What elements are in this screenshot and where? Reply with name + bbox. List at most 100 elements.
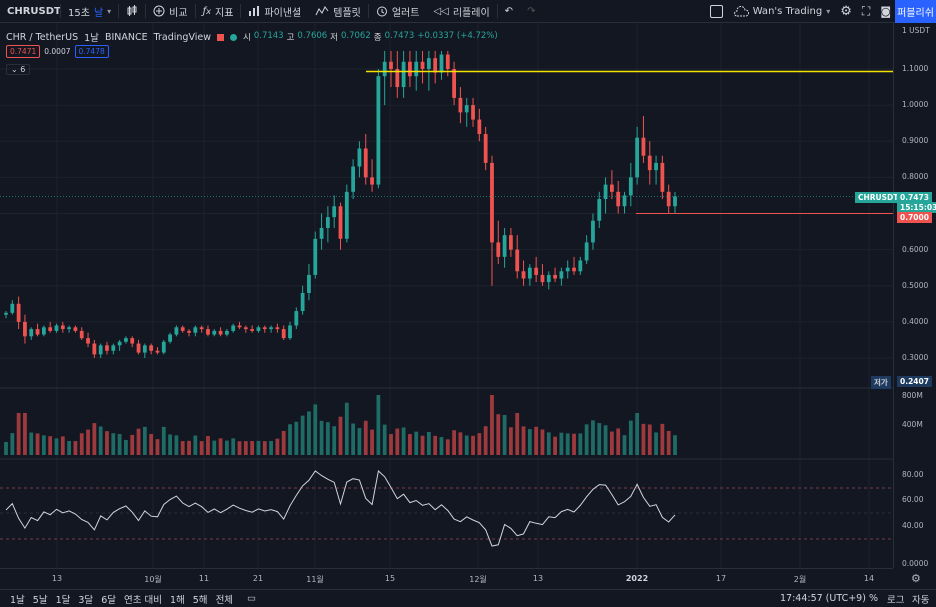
log-toggle[interactable]: 로그 bbox=[887, 594, 905, 606]
candle-body bbox=[256, 327, 261, 331]
volume-bar bbox=[41, 435, 46, 455]
candle-body bbox=[98, 345, 103, 355]
price-tick-label: 0.9000 bbox=[902, 136, 929, 146]
top-toolbar: CHRUSDT 15초 날 ▾ 비교 ƒx 지표 파이낸셜 템플릿 얼러트 ◁◁… bbox=[0, 0, 936, 23]
volume-tick-label: 400M bbox=[902, 420, 923, 429]
candle-body bbox=[591, 220, 595, 243]
candle-body bbox=[174, 327, 179, 335]
camera-icon[interactable]: ◙ bbox=[880, 5, 891, 18]
flag-icon[interactable] bbox=[217, 33, 225, 41]
volume-bar bbox=[351, 423, 356, 455]
volume-bar bbox=[117, 433, 122, 455]
candle-body bbox=[401, 61, 406, 88]
volume-bar bbox=[540, 429, 545, 455]
price-axis[interactable]: 1 USDT 1.1000 1.0000 0.9000 0.8000 0.7000 0.6… bbox=[893, 23, 936, 568]
price-tick-label: 0.6000 bbox=[902, 244, 929, 254]
rsi-tick-label: 80.00 bbox=[902, 470, 924, 479]
volume-bar bbox=[382, 424, 387, 455]
main-chart[interactable] bbox=[0, 23, 893, 568]
volume-bar bbox=[98, 426, 103, 455]
volume-bar bbox=[218, 438, 223, 455]
range-button[interactable]: 1해 bbox=[169, 594, 185, 606]
volume-bar bbox=[23, 413, 27, 455]
range-button[interactable]: 전체 bbox=[215, 594, 234, 606]
candle-body bbox=[483, 134, 488, 163]
volume-bar bbox=[673, 435, 677, 455]
candle-body bbox=[79, 330, 84, 339]
volume-bar bbox=[546, 432, 551, 455]
range-button[interactable]: 연초 대비 bbox=[123, 594, 162, 606]
candle-body bbox=[559, 271, 564, 279]
candle-body bbox=[67, 327, 72, 330]
candle-body bbox=[426, 58, 431, 69]
volume-bar bbox=[269, 441, 273, 455]
range-button[interactable]: 1날 bbox=[10, 594, 25, 606]
volume-bar bbox=[370, 429, 374, 455]
gear-icon[interactable]: ⚙ bbox=[840, 4, 852, 19]
symbol-search[interactable]: CHRUSDT bbox=[0, 0, 61, 23]
calendar-icon[interactable]: ▭ bbox=[247, 593, 257, 604]
time-tick-label: 11 bbox=[198, 574, 210, 583]
volume-bar bbox=[616, 428, 621, 455]
replay-button[interactable]: ◁◁ 리플레이 bbox=[426, 0, 496, 23]
range-selector: 1날 5날 1달 3달 6달 연초 대비 1해 5해 전체 bbox=[0, 592, 237, 606]
range-button[interactable]: 1달 bbox=[55, 594, 71, 606]
time-axis[interactable]: ⚙ 13 10월 11 21 11월 15 12월 13 2022 17 2월 14 bbox=[0, 568, 921, 589]
indicators-toggle[interactable]: ⌄ 6 bbox=[6, 64, 31, 75]
chevron-down-icon[interactable]: ▾ bbox=[107, 6, 112, 16]
interval-seconds[interactable]: 15초 bbox=[68, 7, 90, 19]
candle-body bbox=[16, 303, 21, 322]
range-button[interactable]: 3달 bbox=[78, 594, 94, 606]
publish-button[interactable]: 퍼블리쉬 bbox=[895, 0, 936, 23]
volume-bar bbox=[363, 420, 368, 455]
interval-selector[interactable]: 15초 날 ▾ bbox=[61, 0, 118, 23]
indicators-button[interactable]: ƒx 지표 bbox=[196, 0, 241, 23]
volume-bar bbox=[105, 431, 109, 455]
close-label: 종 bbox=[373, 33, 382, 43]
legend-exchange: BINANCE bbox=[104, 31, 148, 43]
range-button[interactable]: 5날 bbox=[32, 594, 48, 606]
time-tick-label: 21 bbox=[252, 574, 264, 583]
price-tick-label: 0.8000 bbox=[902, 172, 929, 182]
candle-body bbox=[647, 155, 652, 171]
auto-toggle[interactable]: 자동 bbox=[912, 594, 930, 606]
time-tick-label: 2월 bbox=[793, 575, 807, 584]
clock[interactable]: 17:44:57 (UTC+9) bbox=[780, 593, 866, 604]
buy-button[interactable]: 0.7478 bbox=[74, 45, 109, 58]
volume-bar bbox=[161, 426, 166, 455]
range-button[interactable]: 5해 bbox=[192, 594, 208, 606]
ohlc-values: 시 0.7143 고 0.7606 저 0.7062 종 0.7473 +0.0337 … bbox=[243, 31, 498, 43]
percent-toggle[interactable]: % bbox=[869, 593, 879, 604]
alert-button[interactable]: 얼러트 bbox=[369, 0, 427, 23]
legend-symbol[interactable]: CHR / TetherUS bbox=[6, 31, 79, 43]
settings-gear-icon[interactable]: ⚙ bbox=[911, 572, 921, 585]
undo-button[interactable]: ↶ bbox=[498, 0, 520, 23]
chart-type-button[interactable] bbox=[119, 0, 145, 23]
candle-body bbox=[490, 162, 494, 243]
sell-button[interactable]: 0.7471 bbox=[6, 45, 41, 58]
volume-bar bbox=[60, 436, 65, 455]
candle-body bbox=[243, 327, 248, 330]
volume-bar bbox=[149, 433, 154, 455]
candle-body bbox=[111, 345, 116, 351]
redo-button[interactable]: ↷ bbox=[520, 0, 542, 23]
volume-bar bbox=[86, 429, 90, 455]
candle-body bbox=[496, 242, 501, 257]
volume-bar bbox=[180, 441, 185, 455]
volume-bar bbox=[288, 424, 292, 455]
fullscreen-icon[interactable]: ⛶ bbox=[861, 4, 871, 18]
volume-bar bbox=[262, 441, 267, 455]
low-value-tag: 0.2407 bbox=[897, 376, 932, 387]
price-tick-label: 0.4000 bbox=[902, 316, 929, 326]
range-button[interactable]: 6달 bbox=[101, 594, 116, 606]
candle-body bbox=[477, 119, 482, 135]
fullscreen-select-icon[interactable] bbox=[709, 5, 723, 18]
time-tick-label: 11월 bbox=[306, 575, 324, 584]
interval-day[interactable]: 날 bbox=[93, 7, 104, 19]
candle-body bbox=[502, 235, 507, 257]
financials-button[interactable]: 파이낸셜 bbox=[241, 0, 308, 23]
templates-button[interactable]: 템플릿 bbox=[308, 0, 368, 23]
layout-selector[interactable]: Wan's Trading ▾ bbox=[733, 0, 830, 23]
compare-button[interactable]: 비교 bbox=[146, 0, 194, 23]
volume-bar bbox=[654, 432, 658, 455]
